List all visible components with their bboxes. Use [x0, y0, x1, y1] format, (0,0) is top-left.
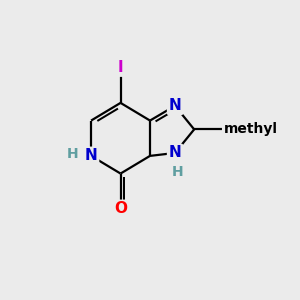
Text: O: O: [114, 201, 127, 216]
Text: H: H: [67, 147, 79, 161]
Text: N: N: [85, 148, 98, 164]
Text: N: N: [169, 146, 182, 160]
Text: H: H: [172, 165, 184, 179]
Text: N: N: [169, 98, 182, 113]
Text: methyl: methyl: [224, 122, 278, 136]
Text: I: I: [118, 60, 123, 75]
